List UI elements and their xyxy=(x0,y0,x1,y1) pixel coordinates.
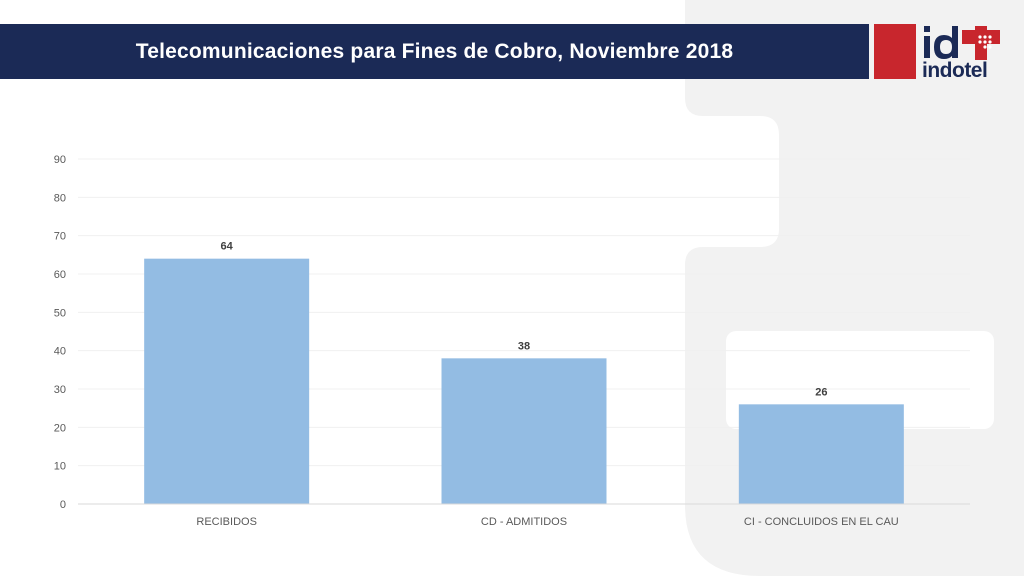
logo-red-square xyxy=(874,24,916,79)
x-category-label: CD - ADMITIDOS xyxy=(481,516,567,528)
y-tick-label: 60 xyxy=(54,269,66,281)
logo-wordmark: indotel xyxy=(922,59,988,82)
x-category-label: RECIBIDOS xyxy=(196,516,257,528)
y-tick-label: 40 xyxy=(54,346,66,358)
y-tick-label: 10 xyxy=(54,461,66,473)
bar xyxy=(144,258,310,504)
chart-labels: 64 RECIBIDOS 38 CD - ADMITIDOS 26 CI - CONCLU… xyxy=(196,241,898,528)
bar xyxy=(441,358,607,504)
bar xyxy=(738,404,904,504)
y-tick-label: 30 xyxy=(54,384,66,396)
y-axis-ticks: 0 10 20 30 40 50 60 70 80 90 xyxy=(54,154,66,511)
data-label: 64 xyxy=(221,241,234,253)
data-label: 38 xyxy=(518,340,530,352)
indotel-logo-icon xyxy=(924,26,1000,60)
y-tick-label: 90 xyxy=(54,154,66,166)
y-tick-label: 50 xyxy=(54,307,66,319)
y-tick-label: 70 xyxy=(54,231,66,243)
y-tick-label: 20 xyxy=(54,422,66,434)
x-category-label: CI - CONCLUIDOS EN EL CAU xyxy=(744,516,899,528)
title-bar: Telecomunicaciones para Fines de Cobro, … xyxy=(0,24,869,79)
y-tick-label: 80 xyxy=(54,192,66,204)
page-title: Telecomunicaciones para Fines de Cobro, … xyxy=(135,40,734,63)
y-tick-label: 0 xyxy=(60,499,66,511)
data-label: 26 xyxy=(815,386,827,398)
chart-bars xyxy=(144,258,904,504)
